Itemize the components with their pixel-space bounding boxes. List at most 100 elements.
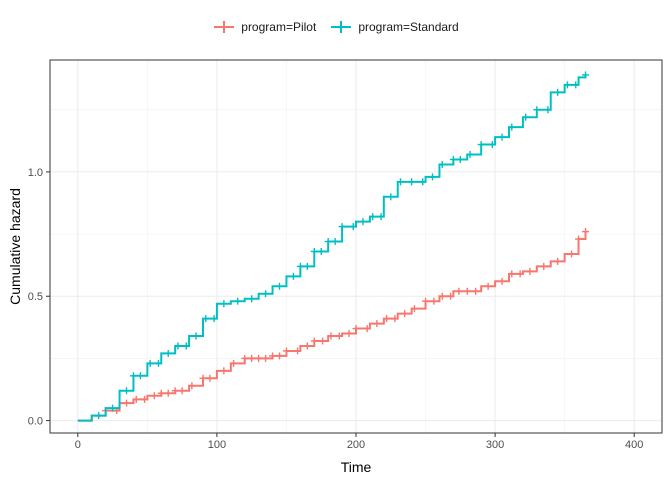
censor-mark: [572, 81, 580, 89]
x-tick-label: 400: [625, 439, 643, 451]
censor-mark: [141, 395, 149, 403]
censor-mark: [466, 150, 474, 158]
censor-mark: [508, 270, 516, 278]
legend-key-pilot: [214, 21, 235, 33]
censor-mark: [303, 262, 311, 270]
censor-mark: [188, 382, 196, 390]
censor-mark: [397, 178, 405, 186]
censor-mark: [276, 352, 283, 360]
censor-mark: [206, 374, 214, 382]
censor-mark: [575, 235, 583, 243]
censor-mark: [554, 88, 562, 96]
censor-mark: [488, 141, 496, 149]
legend-label-standard: program=Standard: [358, 20, 459, 34]
censor-mark: [192, 332, 200, 340]
censor-mark: [310, 247, 318, 255]
censor-mark: [303, 342, 311, 350]
censor-mark: [182, 342, 190, 350]
censor-mark: [220, 300, 228, 308]
legend: program=Pilot program=Standard: [0, 14, 672, 40]
censor-mark: [146, 359, 154, 367]
censor-mark: [484, 282, 492, 290]
legend-key-standard: [331, 21, 352, 33]
censor-mark: [373, 320, 381, 328]
censor-mark: [136, 372, 144, 380]
censor-mark: [345, 330, 353, 338]
y-tick-label: 0.5: [28, 291, 43, 303]
censor-mark: [310, 337, 318, 345]
censor-mark: [449, 155, 457, 163]
censor-mark: [568, 250, 576, 258]
censor-mark: [422, 297, 430, 305]
censor-mark: [410, 305, 418, 313]
censor-mark: [109, 404, 117, 412]
censor-mark: [255, 354, 263, 362]
censor-mark: [241, 354, 249, 362]
x-tick-label: 100: [208, 439, 226, 451]
censor-mark: [123, 399, 130, 407]
x-tick-label: 300: [486, 439, 504, 451]
axis-ticks: 0 100 200 300 400 0.0 0.5 1.0: [28, 167, 644, 451]
censor-mark: [276, 282, 283, 290]
censor-mark: [230, 359, 238, 367]
censor-mark: [401, 310, 409, 318]
censor-mark: [164, 389, 172, 397]
censor-mark: [349, 223, 357, 231]
censor-mark: [199, 374, 207, 382]
censor-mark: [164, 349, 172, 357]
censor-mark: [317, 247, 325, 255]
legend-item-pilot: program=Pilot: [213, 20, 316, 34]
censor-mark: [335, 332, 343, 340]
censor-mark: [498, 133, 506, 141]
censor-mark: [248, 295, 256, 303]
censor-mark: [429, 173, 436, 181]
censor-mark: [171, 387, 179, 395]
censor-mark: [154, 359, 162, 367]
censor-mark: [95, 412, 103, 420]
censor-mark: [554, 257, 562, 265]
censor-mark: [157, 389, 165, 397]
censor-mark: [387, 193, 395, 201]
censor-mark: [526, 267, 534, 275]
censor-mark: [455, 287, 463, 295]
censor-mark: [391, 315, 399, 323]
grid: [50, 60, 662, 433]
censor-mark: [419, 178, 427, 186]
censor-mark: [132, 395, 140, 403]
censor-mark: [129, 372, 137, 380]
censor-mark: [463, 287, 471, 295]
censor-mark: [498, 277, 506, 285]
censor-mark: [377, 213, 385, 221]
censor-mark: [150, 392, 158, 400]
censor-mark: [447, 292, 455, 300]
censor-mark: [327, 332, 335, 340]
censor-mark: [174, 342, 182, 350]
censor-mark: [282, 347, 290, 355]
censor-mark: [248, 354, 256, 362]
censor-mark: [359, 218, 367, 226]
series-layer: [77, 71, 589, 422]
censor-mark: [234, 297, 242, 305]
censor-mark: [338, 223, 346, 231]
censor-mark: [533, 106, 541, 114]
censor-mark: [430, 297, 438, 305]
censor-mark: [508, 123, 516, 131]
censor-mark: [294, 347, 302, 355]
censor-mark: [477, 141, 485, 149]
censor-mark: [352, 325, 360, 333]
censor-mark: [369, 213, 377, 221]
censor-mark: [540, 262, 548, 270]
y-axis-title: Cumulative hazard: [7, 188, 23, 305]
censor-mark: [563, 81, 571, 89]
censor-mark: [296, 262, 304, 270]
censor-mark: [319, 337, 327, 345]
legend-item-standard: program=Standard: [330, 20, 459, 34]
censor-mark: [262, 290, 270, 298]
censor-mark: [178, 387, 186, 395]
censor-mark: [363, 325, 371, 333]
censor-mark: [123, 387, 130, 395]
y-tick-label: 0.0: [28, 416, 43, 428]
censor-mark: [324, 238, 332, 246]
censor-marks-pilot: [102, 228, 589, 415]
